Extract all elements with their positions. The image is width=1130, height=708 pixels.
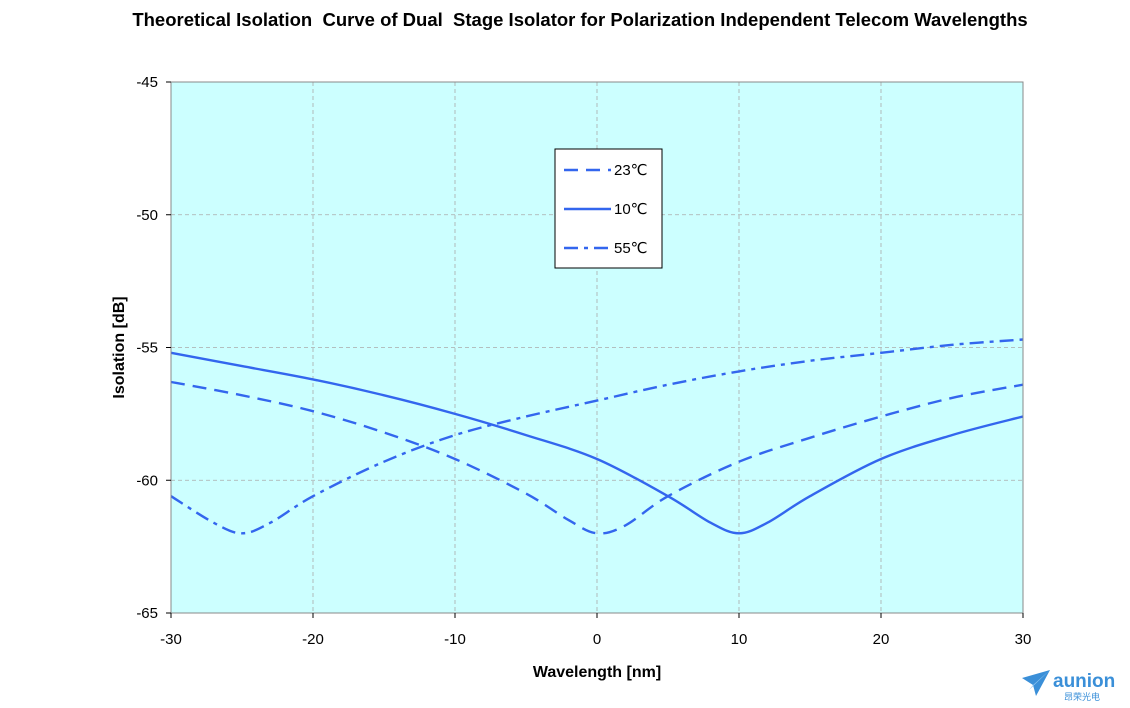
- logo-text: aunion: [1053, 671, 1115, 692]
- x-tick-label: 20: [873, 631, 890, 648]
- y-tick-label: -45: [136, 74, 158, 91]
- y-axis-label: Isolation [dB]: [111, 296, 128, 398]
- series-line-solid: [170, 351, 1024, 535]
- y-tick-label: -65: [136, 605, 158, 622]
- tick-labels: -30 -20 -10 0 10 20 30 -45 -50 -55 -60 -65: [136, 74, 1031, 648]
- x-tick-label: 10: [731, 631, 748, 648]
- x-axis-label: Wavelength [nm]: [533, 664, 661, 681]
- legend-label: 10℃: [614, 201, 648, 218]
- y-tick-label: -60: [136, 472, 158, 489]
- aunion-logo: aunion 昂荣光电: [1022, 670, 1115, 703]
- legend-label: 55℃: [614, 240, 648, 257]
- legend: 23℃ 10℃ 55℃: [554, 148, 663, 269]
- paper-plane-fold: [1029, 670, 1050, 690]
- y-tick-label: -55: [136, 340, 158, 357]
- y-tick-label: -50: [136, 207, 158, 224]
- x-tick-label: 0: [593, 631, 601, 648]
- series-line-dash-dot: [170, 338, 1024, 535]
- chart-title: Theoretical Isolation Curve of Dual Stag…: [132, 9, 1028, 30]
- x-tick-label: -10: [444, 631, 466, 648]
- series-line-dashed: [170, 380, 1024, 535]
- x-tick-label: -30: [160, 631, 182, 648]
- logo-subtitle: 昂荣光电: [1064, 691, 1100, 703]
- series-layer: [170, 338, 1024, 535]
- grid: [171, 82, 1023, 613]
- legend-label: 23℃: [614, 162, 648, 179]
- x-tick-label: 30: [1015, 631, 1032, 648]
- x-tick-label: -20: [302, 631, 324, 648]
